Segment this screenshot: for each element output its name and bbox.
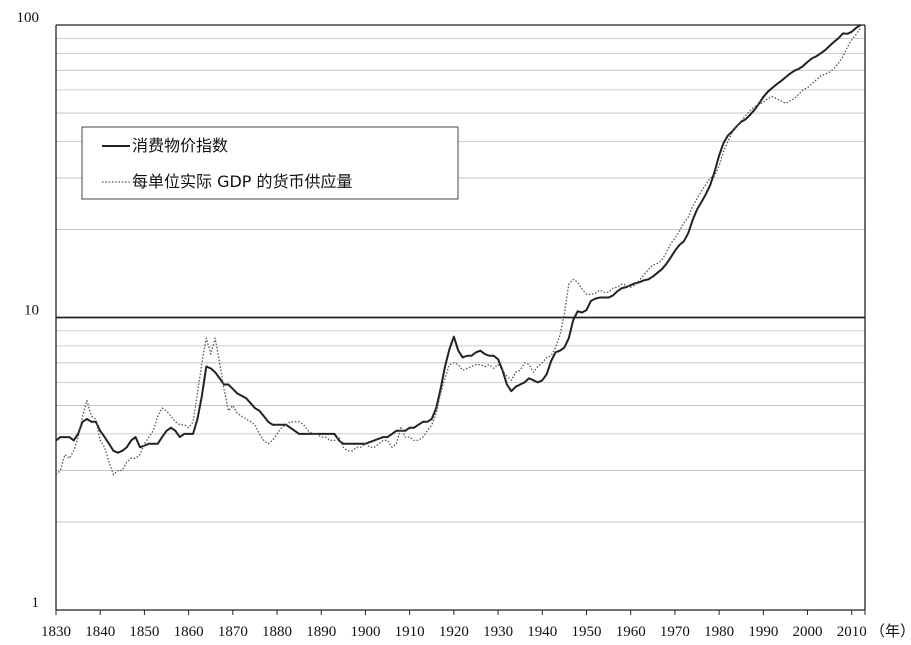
x-tick-label-1920: 1920	[439, 624, 469, 640]
x-tick-label-1980: 1980	[704, 624, 734, 640]
legend: 消费物价指数 每单位实际 GDP 的货币供应量	[81, 126, 459, 200]
x-tick-label-1970: 1970	[660, 624, 690, 640]
series-line-money-supply	[55, 27, 862, 476]
x-tick-label-1940: 1940	[527, 624, 557, 640]
x-axis-tick-labels: 1830 1840 1850 1860 1870 1880 1890 1900 1910 1920…	[41, 623, 911, 640]
x-axis-unit: （年）	[870, 623, 911, 640]
x-tick-label-1850: 1850	[129, 624, 159, 640]
y-tick-label-100: 100	[17, 10, 40, 26]
gridlines	[56, 37, 865, 523]
x-tick-label-1950: 1950	[571, 624, 601, 640]
x-tick-label-1890: 1890	[306, 624, 336, 640]
x-tick-label-1960: 1960	[616, 624, 646, 640]
series-line-cpi	[55, 24, 862, 454]
x-tick-label-2000: 2000	[793, 624, 823, 640]
y-tick-label-10: 10	[24, 303, 39, 319]
series-lines	[55, 24, 862, 476]
x-tick-label-1860: 1860	[174, 624, 204, 640]
x-tick-label-1830: 1830	[41, 624, 71, 640]
x-tick-label-1880: 1880	[262, 624, 292, 640]
legend-label-money: 每单位实际 GDP 的货币供应量	[132, 172, 353, 191]
plot-frame	[55, 24, 866, 615]
x-tick-label-1900: 1900	[350, 624, 380, 640]
x-tick-label-1840: 1840	[85, 624, 115, 640]
x-tick-label-1910: 1910	[395, 624, 425, 640]
x-tick-label-1930: 1930	[483, 624, 513, 640]
y-tick-label-1: 1	[32, 595, 40, 611]
y-axis-tick-labels: 1 10 100	[17, 10, 40, 611]
legend-box	[81, 126, 459, 200]
x-tick-label-1870: 1870	[218, 624, 248, 640]
legend-label-cpi: 消费物价指数	[132, 136, 228, 155]
x-tick-label-2010: 2010	[837, 624, 867, 640]
x-tick-label-1990: 1990	[748, 624, 778, 640]
